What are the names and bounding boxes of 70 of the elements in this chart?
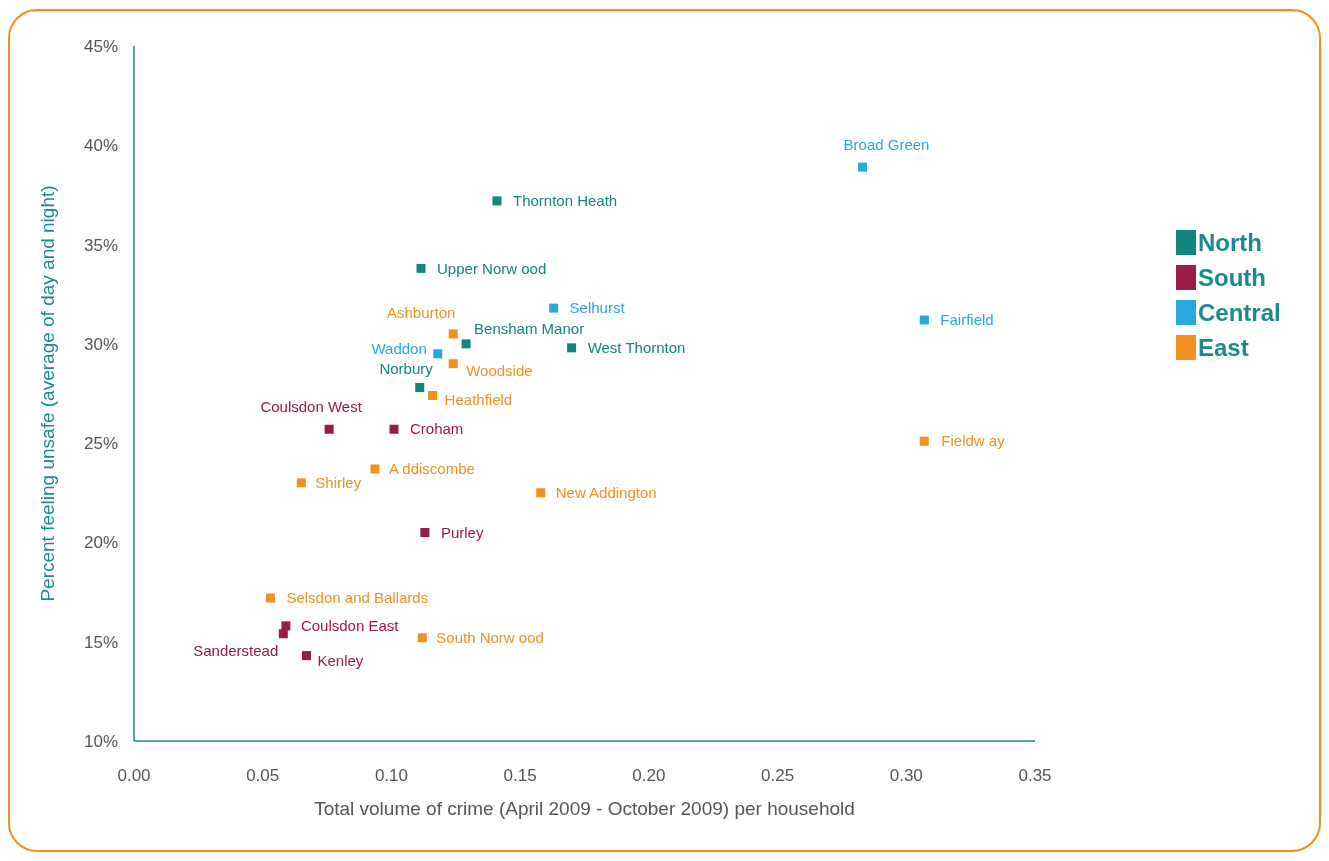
annotation: Purley: [440, 523, 484, 541]
annotation: Sanderstead: [193, 642, 279, 660]
x-tick-label: 0.35: [1018, 765, 1052, 785]
y-tick-label: 10%: [83, 731, 118, 751]
point: [536, 488, 546, 498]
point: [567, 343, 577, 353]
annotation: Fieldw ay: [941, 432, 1006, 450]
point: [461, 339, 471, 349]
point: [417, 633, 427, 643]
point: [415, 383, 425, 393]
point: [919, 315, 929, 325]
point: [549, 303, 559, 313]
point: [858, 162, 868, 172]
annotation: Norbury: [379, 359, 434, 377]
y-tick-label: 20%: [83, 533, 118, 553]
point: [389, 424, 399, 434]
point: [919, 436, 929, 446]
legend-label: East: [1198, 334, 1249, 362]
annotation: Ashburton: [387, 304, 456, 322]
legend-label: North: [1198, 229, 1262, 257]
x-tick-label: 0.10: [374, 765, 408, 785]
annotation: Thornton Heath: [512, 192, 618, 210]
annotation: Waddon: [371, 340, 427, 358]
y-tick-label: 25%: [83, 434, 118, 454]
annotation: Croham: [410, 420, 464, 438]
point: [281, 621, 291, 631]
point: [265, 593, 275, 603]
annotation: Bensham Manor: [474, 320, 585, 338]
annotation: South Norw ood: [436, 628, 544, 646]
x-tick-label: 0.15: [503, 765, 537, 785]
point: [416, 263, 426, 273]
annotation: Shirley: [315, 474, 362, 492]
y-tick-label: 45%: [83, 36, 118, 56]
x-tick-label: 0.30: [889, 765, 923, 785]
point: [492, 196, 502, 206]
annotation: Broad Green: [843, 136, 930, 154]
annotation: New Addington: [555, 484, 657, 502]
y-axis-title: Percent feeling unsafe (average of day and night): [37, 185, 58, 602]
annotation: Heathfield: [444, 390, 513, 408]
point: [278, 629, 288, 639]
y-tick-label: 40%: [83, 136, 118, 156]
x-tick-label: 0.00: [117, 765, 151, 785]
annotation: Upper Norw ood: [437, 259, 547, 277]
point: [448, 329, 458, 339]
annotation: Kenley: [317, 651, 364, 669]
legend-label: Central: [1198, 299, 1281, 327]
x-tick-label: 0.05: [246, 765, 280, 785]
point: [428, 390, 438, 400]
point: [433, 349, 443, 359]
x-tick-label: 0.20: [632, 765, 666, 785]
point: [324, 424, 334, 434]
x-axis-title: Total volume of crime (April 2009 - October 2009) per household: [314, 798, 855, 819]
point: [296, 478, 306, 488]
annotation: Selhurst: [569, 299, 626, 317]
annotation: Woodside: [466, 361, 533, 379]
annotation: Coulsdon West: [260, 398, 363, 416]
y-tick-label: 15%: [83, 632, 118, 652]
point: [420, 528, 430, 537]
annotation: West Thornton: [587, 339, 686, 357]
annotation: A ddiscombe: [388, 460, 475, 478]
legend-label: South: [1198, 264, 1266, 292]
annotation: Selsdon and Ballards: [286, 589, 429, 607]
point: [370, 464, 380, 474]
point: [301, 651, 311, 661]
point: [448, 359, 458, 369]
annotation: Fairfield: [940, 311, 994, 329]
y-tick-label: 30%: [83, 334, 118, 354]
x-tick-label: 0.25: [761, 765, 795, 785]
annotation: Coulsdon East: [300, 617, 400, 635]
y-tick-label: 35%: [83, 235, 118, 255]
